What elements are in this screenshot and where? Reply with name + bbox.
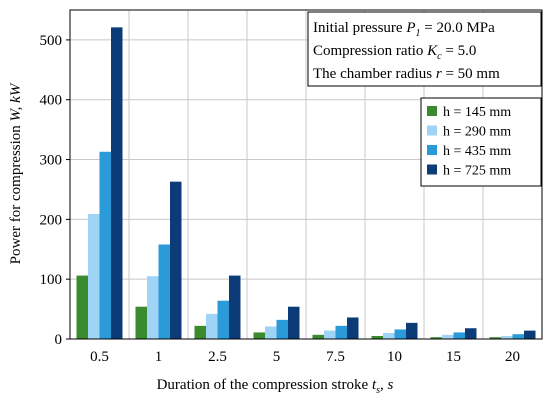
bar [394,329,406,339]
bar [265,326,277,339]
bar [512,334,524,339]
legend-label: h = 290 mm [443,125,511,140]
parameters-box: Initial pressure P1 = 20.0 MPa Compressi… [307,11,542,87]
bar [288,306,300,339]
legend-frame [420,97,542,187]
y-axis-title: Power for compression W, kW [8,82,24,264]
legend-swatch [427,106,437,116]
x-tick-label: 1 [155,349,163,365]
parameters-box-frame [307,11,542,87]
x-tick-label: 2.5 [208,349,227,365]
x-tick-label: 5 [273,349,281,365]
bar [276,319,288,339]
bar [383,333,395,339]
x-axis-ticks: 0.5 1 2.5 5 7.5 10 15 20 [90,349,520,365]
bar [335,325,347,339]
y-tick-label: 0 [55,332,63,348]
x-tick-label: 20 [505,349,520,365]
legend-label: h = 725 mm [443,164,511,179]
plot-frame [69,9,543,340]
bar [489,337,501,339]
x-tick-label: 15 [446,349,461,365]
y-tick-label: 400 [40,93,63,109]
y-tick-label: 200 [40,212,63,228]
legend-swatch [427,145,437,155]
bar [217,300,229,339]
bar [76,275,88,339]
x-tick-label: 10 [387,349,402,365]
bar [229,275,241,339]
chamber-radius-label: The chamber radius r = 50 mm [313,66,500,82]
legend: h = 145 mm h = 290 mm h = 435 mm h = 725 mm [420,97,542,187]
y-tick-label: 500 [40,33,63,49]
bar [371,336,383,339]
bar [312,334,324,339]
legend-swatch [427,125,437,136]
initial-pressure-label: Initial pressure P1 = 20.0 MPa [313,20,495,39]
y-tick-label: 300 [40,153,63,169]
bar [430,337,442,339]
bar [194,325,206,339]
legend-swatch [427,164,437,175]
bar [501,336,513,339]
compression-ratio-label: Compression ratio Kc = 5.0 [313,43,476,62]
bar [147,276,159,339]
bar [206,313,218,339]
y-axis-ticks: 0 100 200 300 400 500 [40,33,70,348]
bar [99,151,111,339]
bar [135,306,147,339]
bar [111,27,123,340]
y-tick-label: 100 [40,272,63,288]
x-tick-label: 0.5 [90,349,109,365]
bar [158,244,170,339]
legend-label: h = 435 mm [443,144,511,159]
x-axis-title: Duration of the compression stroke ts, s [157,377,394,396]
bar [347,317,359,339]
bars [76,27,536,340]
bar [442,334,454,339]
bar [465,328,477,339]
bar [524,330,536,339]
bar [406,322,418,339]
x-tick-label: 7.5 [326,349,345,365]
bar [253,332,265,339]
bar [170,181,182,339]
bar [88,213,100,339]
bar [453,332,465,339]
bar [324,330,336,339]
legend-label: h = 145 mm [443,105,511,120]
